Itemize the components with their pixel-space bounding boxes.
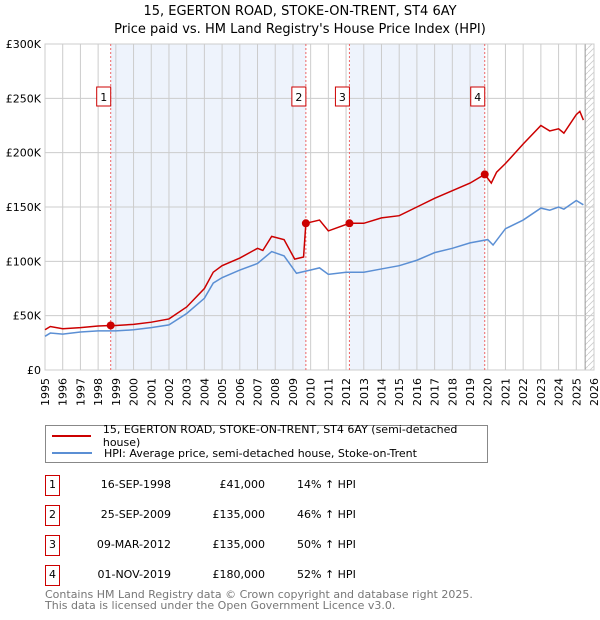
x-tick-label: 1995: [39, 378, 52, 406]
x-tick-label: 2007: [252, 378, 265, 406]
sale-point: [480, 170, 489, 179]
transaction-price: £41,000: [219, 478, 266, 491]
sale-label-box: [334, 86, 350, 107]
property-price-line: [44, 110, 585, 331]
x-tick-label: 2011: [322, 378, 335, 406]
transaction-number: 4: [45, 565, 60, 586]
transaction-hpi: 52% ↑ HPI: [297, 568, 356, 581]
transaction-hpi: 46% ↑ HPI: [297, 508, 356, 521]
legend-item-property: 15, EGERTON ROAD, STOKE-ON-TRENT, ST4 6A…: [46, 423, 487, 449]
transaction-number: 3: [45, 535, 60, 556]
transaction-hpi: 14% ↑ HPI: [297, 478, 356, 491]
x-tick-label: 1997: [74, 378, 87, 406]
footer: Contains HM Land Registry data © Crown c…: [45, 589, 473, 611]
x-tick-label: 2005: [216, 378, 229, 406]
transaction-row: 1 16-SEP-1998 £41,000 14% ↑ HPI: [45, 475, 495, 497]
x-tick-label: 2016: [411, 378, 424, 406]
legend-label-property: 15, EGERTON ROAD, STOKE-ON-TRENT, ST4 6A…: [102, 423, 458, 449]
x-tick-label: 2024: [553, 378, 566, 406]
sale-label: 2: [295, 91, 302, 104]
sale-label-box: [291, 86, 307, 107]
x-tick-label: 2013: [358, 378, 371, 406]
x-tick-label: 1999: [110, 378, 123, 406]
transaction-price: £135,000: [212, 508, 266, 521]
transaction-number: 1: [45, 475, 60, 496]
transaction-number: 2: [45, 505, 60, 526]
x-tick-label: 1996: [57, 378, 70, 406]
x-tick-label: 2003: [181, 378, 194, 406]
sale-label: 3: [339, 91, 346, 104]
transaction-hpi: 50% ↑ HPI: [297, 538, 356, 551]
x-tick-label: 2019: [464, 378, 477, 406]
y-tick-label: £200K: [6, 147, 42, 160]
y-tick-label: £300K: [6, 38, 42, 51]
legend-swatch-property: [52, 435, 91, 437]
sale-label-box: [96, 86, 112, 107]
sale-label: 1: [100, 91, 107, 104]
transaction-date: 16-SEP-1998: [100, 478, 171, 491]
sale-label: 4: [474, 91, 481, 104]
sale-point: [345, 219, 354, 228]
x-tick-label: 2015: [393, 378, 406, 406]
x-tick-label: 2006: [234, 378, 247, 406]
x-tick-label: 2014: [375, 378, 388, 406]
sale-point: [301, 219, 310, 228]
chart-title: 15, EGERTON ROAD, STOKE-ON-TRENT, ST4 6A…: [143, 4, 457, 19]
transaction-date: 01-NOV-2019: [97, 568, 171, 581]
transaction-date: 09-MAR-2012: [96, 538, 171, 551]
footer-line-1: Contains HM Land Registry data © Crown c…: [45, 588, 473, 601]
x-tick-label: 2009: [287, 378, 300, 406]
transaction-date: 25-SEP-2009: [100, 508, 171, 521]
hpi-line: [44, 199, 584, 337]
transaction-price: £180,000: [212, 568, 266, 581]
x-tick-label: 1998: [92, 378, 105, 406]
price-chart: 1995 1996 1997 1998 1999 2000 2001 2002 2003 2004…: [6, 38, 600, 406]
y-tick-label: £0: [27, 364, 41, 377]
legend: 15, EGERTON ROAD, STOKE-ON-TRENT, ST4 6A…: [45, 423, 488, 463]
x-tick-label: 2025: [570, 378, 583, 406]
x-tick-label: 2012: [340, 378, 353, 406]
legend-label-hpi: HPI: Average price, semi-detached house,…: [104, 446, 417, 460]
footer-line-2: This data is licensed under the Open Gov…: [45, 599, 396, 612]
x-tick-label: 2004: [198, 378, 211, 406]
x-tick-label: 2020: [482, 378, 495, 406]
x-tick-label: 2008: [269, 378, 282, 406]
transaction-row: 4 01-NOV-2019 £180,000 52% ↑ HPI: [45, 565, 495, 587]
x-tick-label: 2021: [499, 378, 512, 406]
x-tick-label: 2017: [429, 378, 442, 406]
y-tick-label: £250K: [6, 92, 42, 105]
y-tick-label: £50K: [13, 310, 42, 323]
chart-subtitle: Price paid vs. HM Land Registry's House …: [114, 22, 486, 37]
transaction-row: 2 25-SEP-2009 £135,000 46% ↑ HPI: [45, 505, 495, 527]
x-tick-label: 2001: [145, 378, 158, 406]
x-tick-label: 2010: [305, 378, 318, 406]
legend-swatch-hpi: [52, 452, 92, 454]
transaction-price: £135,000: [212, 538, 266, 551]
x-tick-label: 2000: [128, 378, 141, 406]
y-tick-label: £100K: [6, 255, 42, 268]
sale-label-box: [470, 86, 486, 107]
x-tick-label: 2023: [535, 378, 548, 406]
transaction-row: 3 09-MAR-2012 £135,000 50% ↑ HPI: [45, 535, 495, 557]
x-tick-label: 2002: [163, 378, 176, 406]
y-tick-label: £150K: [6, 201, 42, 214]
sale-point: [106, 321, 115, 330]
x-tick-label: 2026: [588, 378, 600, 406]
legend-item-hpi: HPI: Average price, semi-detached house,…: [46, 445, 417, 461]
x-tick-label: 2018: [446, 378, 459, 406]
x-tick-label: 2022: [517, 378, 530, 406]
